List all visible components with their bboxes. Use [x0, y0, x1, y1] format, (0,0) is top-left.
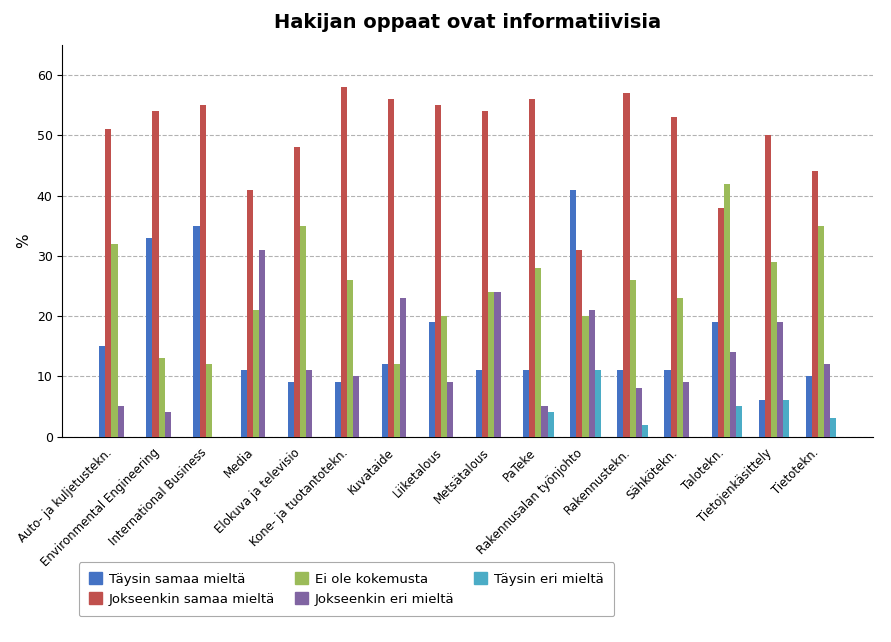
Bar [635, 388, 642, 437]
Bar [341, 87, 347, 437]
Bar [253, 310, 259, 437]
Bar [730, 352, 736, 437]
Bar [736, 406, 742, 437]
Bar [671, 117, 676, 437]
Bar [111, 244, 118, 437]
Bar [683, 383, 689, 437]
Bar [824, 364, 830, 437]
Bar [118, 406, 124, 437]
Legend: Täysin samaa mieltä, Jokseenkin samaa mieltä, Ei ole kokemusta, Jokseenkin eri m: Täysin samaa mieltä, Jokseenkin samaa mi… [78, 562, 614, 616]
Bar [300, 226, 306, 437]
Bar [665, 370, 671, 437]
Bar [529, 99, 535, 437]
Bar [152, 111, 159, 437]
Bar [812, 171, 818, 437]
Bar [676, 298, 683, 437]
Bar [259, 250, 265, 437]
Title: Hakijan oppaat ovat informatiivisia: Hakijan oppaat ovat informatiivisia [274, 13, 661, 32]
Bar [594, 370, 601, 437]
Bar [723, 184, 730, 437]
Bar [624, 93, 630, 437]
Bar [435, 105, 441, 437]
Bar [818, 226, 824, 437]
Bar [583, 316, 589, 437]
Bar [488, 292, 495, 437]
Bar [105, 129, 111, 437]
Bar [200, 105, 206, 437]
Bar [247, 189, 253, 437]
Bar [617, 370, 624, 437]
Bar [394, 364, 400, 437]
Bar [589, 310, 594, 437]
Bar [717, 207, 723, 437]
Bar [294, 148, 300, 437]
Bar [482, 111, 488, 437]
Bar [306, 370, 312, 437]
Bar [159, 358, 165, 437]
Bar [165, 412, 171, 437]
Bar [476, 370, 482, 437]
Bar [288, 383, 294, 437]
Bar [783, 401, 789, 437]
Bar [353, 376, 359, 437]
Bar [441, 316, 447, 437]
Bar [758, 401, 764, 437]
Bar [382, 364, 388, 437]
Bar [447, 383, 454, 437]
Bar [771, 262, 777, 437]
Bar [576, 250, 583, 437]
Y-axis label: %: % [16, 234, 31, 248]
Bar [542, 406, 548, 437]
Bar [193, 226, 200, 437]
Bar [535, 268, 542, 437]
Bar [99, 346, 105, 437]
Bar [630, 280, 635, 437]
Bar [388, 99, 394, 437]
Bar [335, 383, 341, 437]
Bar [347, 280, 353, 437]
Bar [400, 298, 406, 437]
Bar [523, 370, 529, 437]
Bar [764, 135, 771, 437]
Bar [830, 419, 837, 437]
Bar [777, 322, 783, 437]
Bar [570, 189, 576, 437]
Bar [429, 322, 435, 437]
Bar [146, 238, 152, 437]
Bar [495, 292, 501, 437]
Bar [805, 376, 812, 437]
Bar [712, 322, 717, 437]
Bar [548, 412, 553, 437]
Bar [241, 370, 247, 437]
Bar [642, 424, 648, 437]
Bar [206, 364, 212, 437]
